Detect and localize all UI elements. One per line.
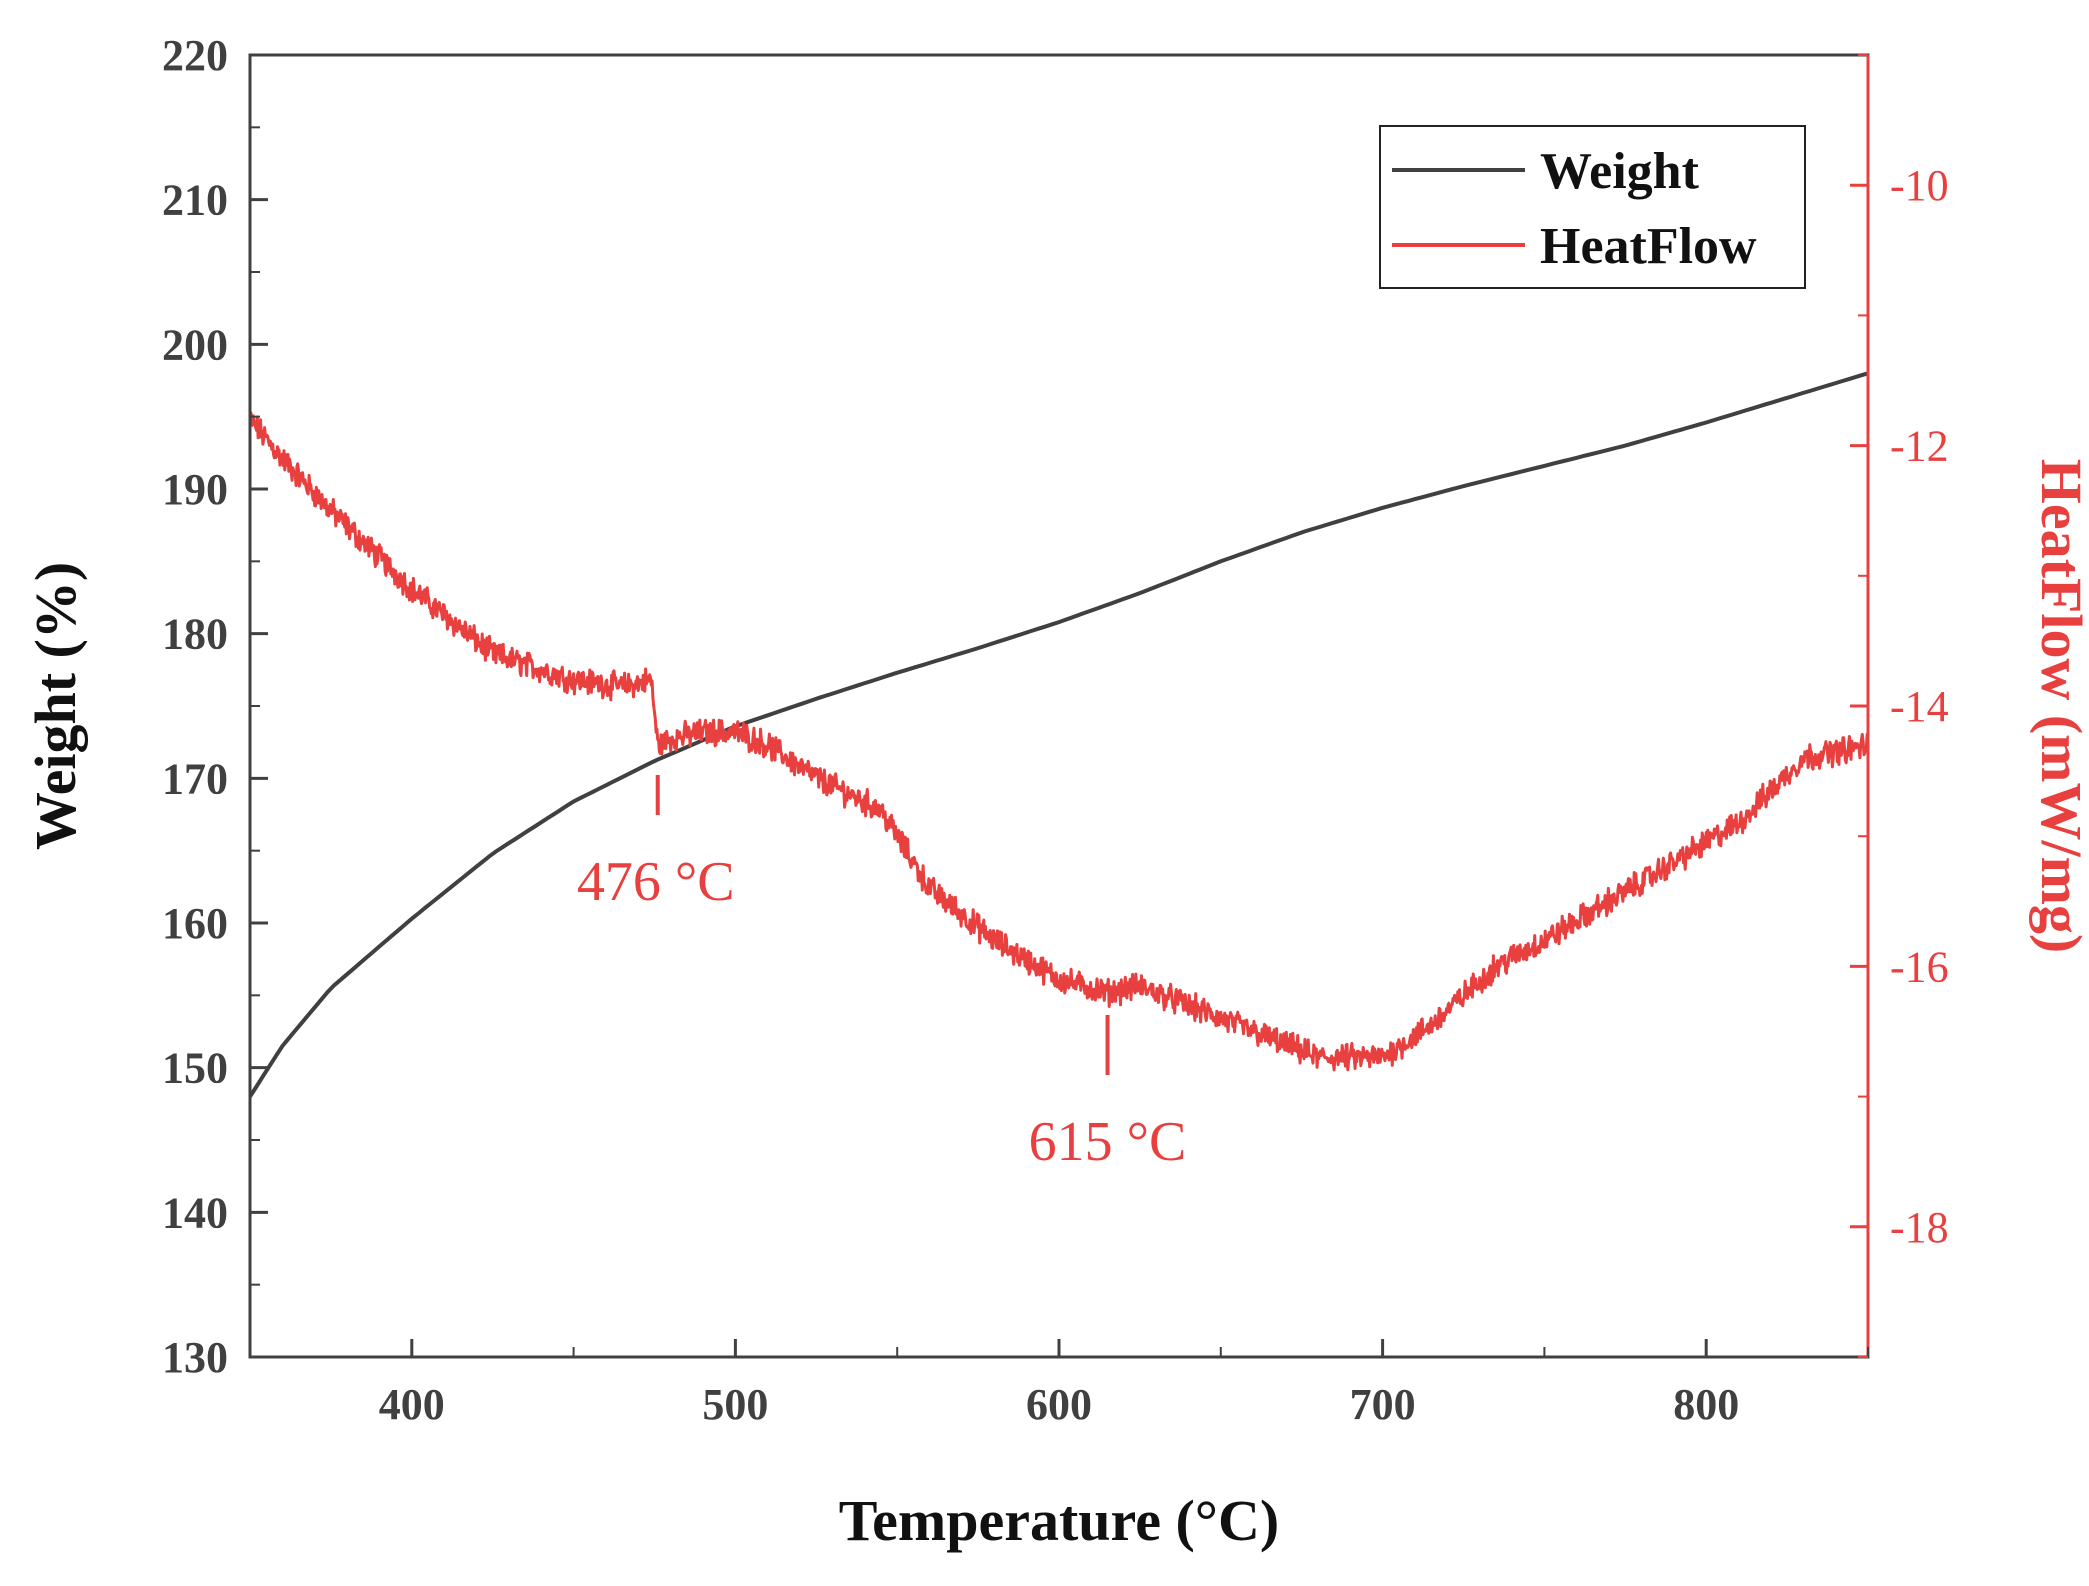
x-axis-title: Temperature (°C) [839,1488,1279,1553]
x-tick-label: 700 [1350,1380,1416,1429]
y-tick-label: 130 [162,1333,228,1382]
annotation-label: 615 °C [1029,1111,1187,1173]
heatflow-line [248,411,1870,1072]
y-tick-label: 210 [162,176,228,225]
y-tick-label: 200 [162,320,228,369]
annotations: 476 °C 615 °C [577,775,1187,1173]
x-tick-label: 500 [702,1380,768,1429]
y-tick-label: 160 [162,899,228,948]
x-tick-label: 800 [1673,1380,1739,1429]
legend-heatflow-label: HeatFlow [1540,218,1757,275]
x-axis: 400 500 600 700 800 [249,1339,1869,1429]
y-axis-right: -10 -12 -14 -16 -18 [1850,54,1949,1358]
annotation-label: 476 °C [577,851,735,913]
y2-tick-label: -10 [1890,161,1949,210]
y2-tick-label: -12 [1890,422,1949,471]
x-tick-label: 400 [379,1380,445,1429]
x-tick-label: 600 [1026,1380,1092,1429]
legend-box [1379,125,1806,289]
y-tick-label: 190 [162,465,228,514]
y2-axis-title: HeatFlow (mW/mg) [2029,459,2089,953]
legend-weight-label: Weight [1540,143,1700,200]
heatflow-series-group [248,411,1870,1072]
y-tick-label: 140 [162,1188,228,1237]
y-axis-left: 130 140 150 160 170 180 190 200 210 220 [162,31,268,1382]
y2-tick-label: -16 [1890,942,1949,991]
y-tick-label: 170 [162,754,228,803]
legend: Weight HeatFlow [1379,125,1806,289]
y-tick-label: 180 [162,610,228,659]
weight-line [248,371,1869,1098]
y2-tick-label: -14 [1890,682,1949,731]
y-tick-label: 150 [162,1044,228,1093]
y-axis-title: Weight (%) [23,562,88,850]
y-tick-label: 220 [162,31,228,80]
weight-series-group [248,371,1869,1098]
y2-tick-label: -18 [1890,1203,1949,1252]
